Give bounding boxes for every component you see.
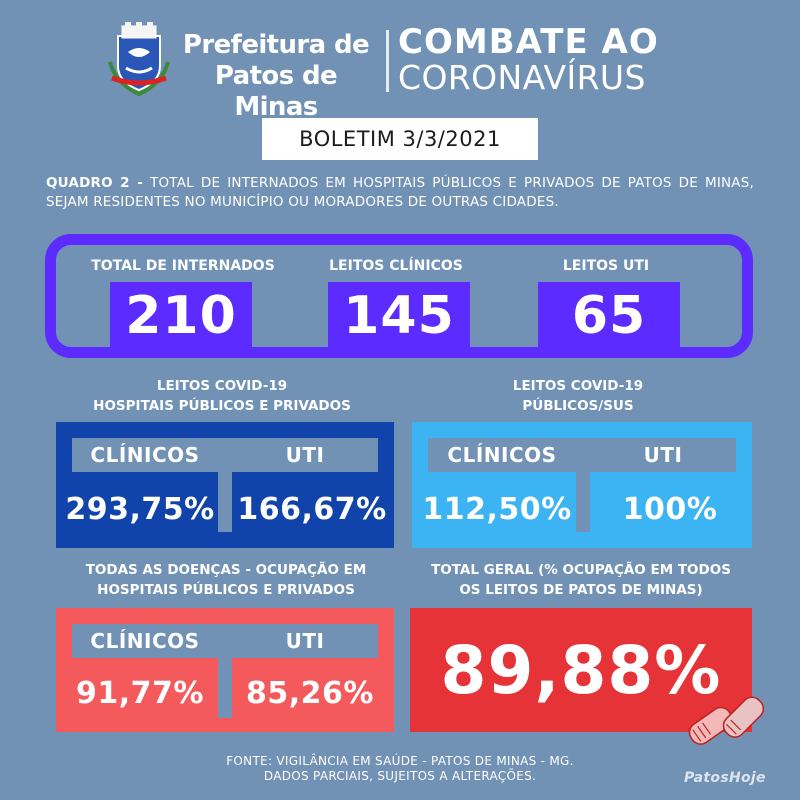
leitos-clinicos-value: 145: [328, 282, 470, 350]
shoe-covers-icon: [680, 690, 770, 760]
leitos-uti-value: 65: [538, 282, 680, 350]
boletim-date: BOLETIM 3/3/2021: [262, 118, 538, 160]
covid-sus-title-line1: LEITOS COVID-19: [512, 378, 644, 394]
covid-sus-clinicos-value: 112,50%: [422, 492, 572, 527]
city-crest-icon: [108, 22, 170, 97]
watermark: PatosHoje: [684, 770, 766, 786]
covid-all-title-line2: HOSPITAIS PÚBLICOS E PRIVADOS: [93, 398, 351, 414]
header-divider: [386, 30, 389, 92]
total-internados-label: TOTAL DE INTERNADOS: [91, 258, 275, 274]
coronavirus-title: CORONAVÍRUS: [398, 58, 646, 97]
all-diseases-card: CLÍNICOS UTI 91,77% 85,26%: [56, 608, 394, 732]
covid-all-clinicos-label: CLÍNICOS: [90, 443, 200, 467]
quadro-description: QUADRO 2 - TOTAL DE INTERNADOS EM HOSPIT…: [46, 174, 754, 212]
leitos-uti-label: LEITOS UTI: [562, 258, 650, 274]
covid-all-uti-label: UTI: [285, 443, 325, 467]
covid-sus-card-divider: [576, 438, 590, 532]
covid-all-card-divider: [218, 438, 232, 532]
quadro-prefix: QUADRO 2 -: [46, 175, 144, 191]
covid-sus-uti-value: 100%: [622, 492, 718, 527]
all-diseases-uti-label: UTI: [285, 629, 325, 653]
covid-all-uti-value: 166,67%: [237, 492, 387, 527]
all-diseases-clinicos-label: CLÍNICOS: [90, 629, 200, 653]
quadro-text: TOTAL DE INTERNADOS EM HOSPITAIS PÚBLICO…: [46, 175, 755, 210]
covid-all-title: LEITOS COVID-19 HOSPITAIS PÚBLICOS E PRI…: [56, 376, 388, 416]
covid-all-card: CLÍNICOS UTI 293,75% 166,67%: [56, 422, 394, 548]
covid-sus-clinicos-label: CLÍNICOS: [447, 443, 557, 467]
covid-all-clinicos-value: 293,75%: [65, 492, 215, 527]
leitos-clinicos-label: LEITOS CLÍNICOS: [329, 258, 463, 274]
covid-sus-card: CLÍNICOS UTI 112,50% 100%: [412, 422, 752, 548]
covid-sus-title: LEITOS COVID-19 PÚBLICOS/SUS: [412, 376, 744, 416]
all-diseases-card-divider: [218, 624, 232, 718]
covid-all-title-line1: LEITOS COVID-19: [156, 378, 288, 394]
combate-title: COMBATE AO: [398, 22, 659, 62]
total-geral-value: 89,88%: [410, 608, 752, 732]
prefeitura-line2: Patos de Minas: [214, 61, 338, 122]
all-diseases-title-line1: TODAS AS DOENÇAS - OCUPAÇÃO EM: [85, 562, 367, 578]
all-diseases-uti-value: 85,26%: [246, 676, 374, 711]
source-line1: FONTE: VIGILÂNCIA EM SAÚDE - PATOS DE MI…: [226, 754, 574, 768]
source-footer: FONTE: VIGILÂNCIA EM SAÚDE - PATOS DE MI…: [150, 754, 650, 784]
prefeitura-logo-text: Prefeitura de Patos de Minas: [176, 30, 376, 123]
all-diseases-title-line2: HOSPITAIS PÚBLICOS E PRIVADOS: [97, 582, 355, 598]
total-geral-title-line1: TOTAL GERAL (% OCUPAÇÃO EM TODOS: [431, 562, 731, 578]
covid-sus-title-line2: PÚBLICOS/SUS: [522, 398, 634, 414]
total-geral-title: TOTAL GERAL (% OCUPAÇÃO EM TODOS OS LEIT…: [410, 560, 752, 600]
all-diseases-clinicos-value: 91,77%: [76, 676, 204, 711]
all-diseases-title: TODAS AS DOENÇAS - OCUPAÇÃO EM HOSPITAIS…: [56, 560, 396, 600]
source-line2: DADOS PARCIAIS, SUJEITOS A ALTERAÇÕES.: [263, 769, 537, 783]
covid-sus-uti-label: UTI: [643, 443, 683, 467]
prefeitura-line1: Prefeitura de: [182, 30, 370, 60]
total-internados-value: 210: [110, 282, 252, 350]
total-geral-title-line2: OS LEITOS DE PATOS DE MINAS): [459, 582, 703, 598]
